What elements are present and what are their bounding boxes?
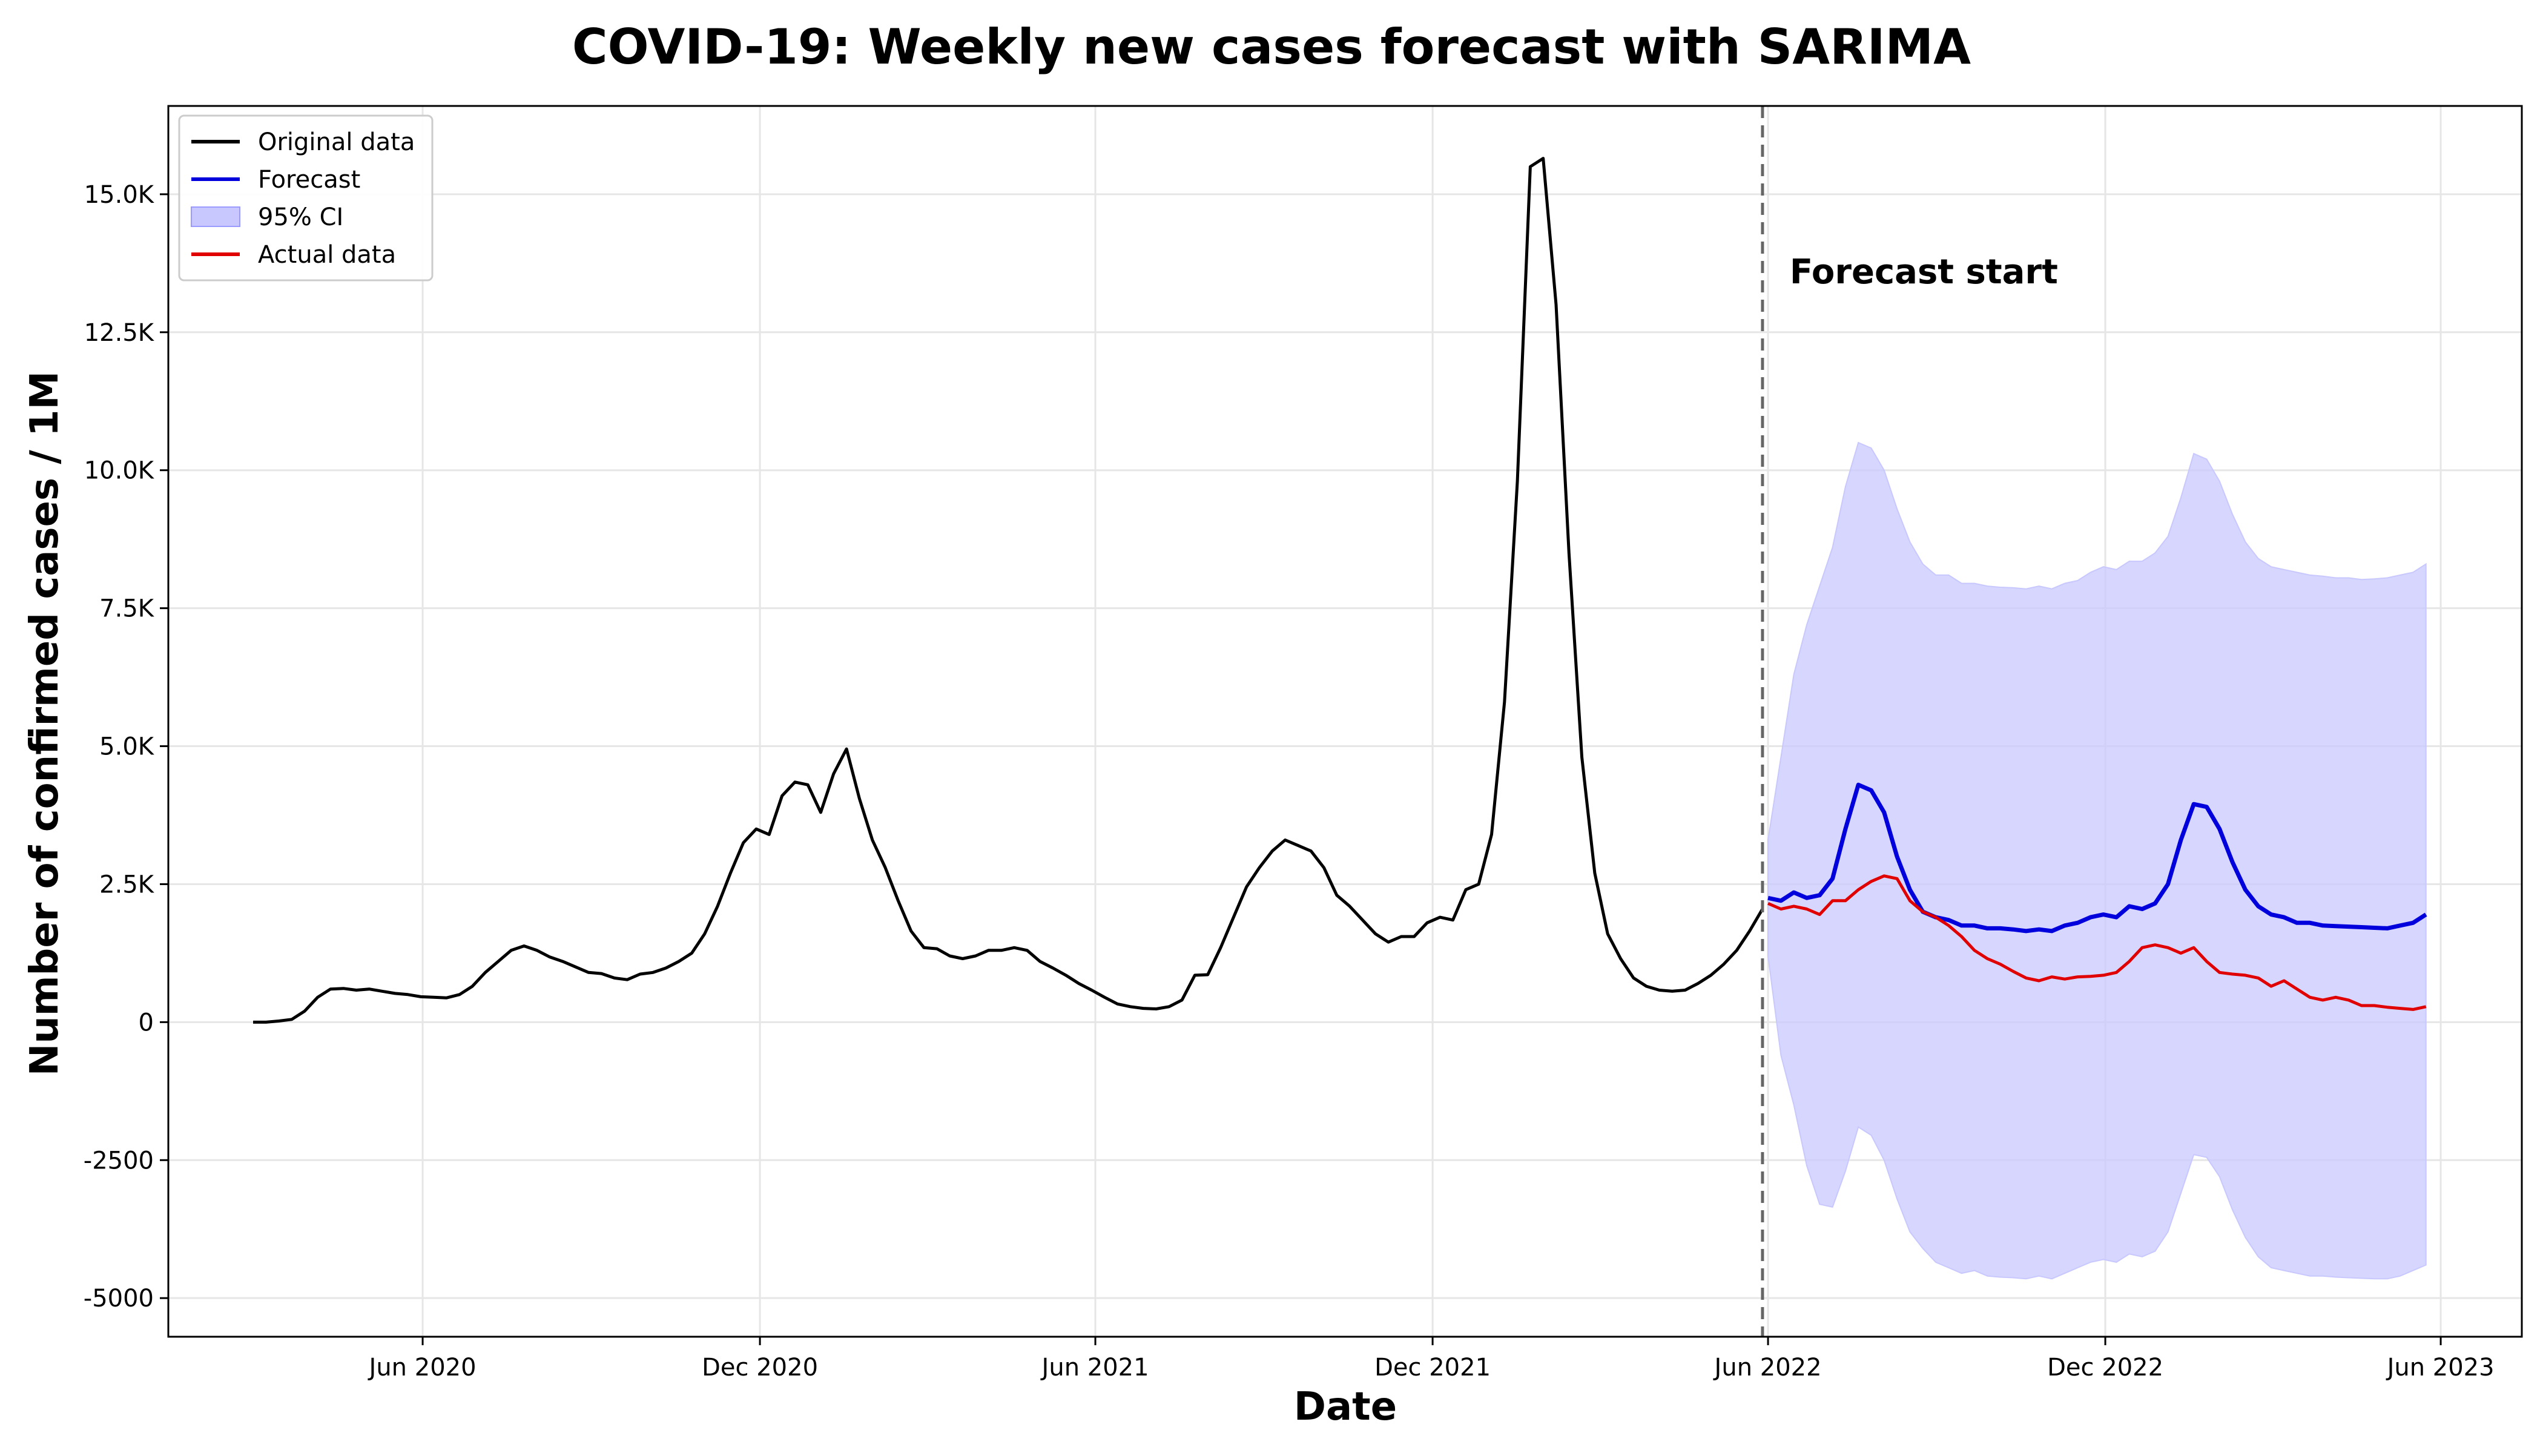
y-tick-label: 15.0K <box>84 181 155 209</box>
y-tick-label: 7.5K <box>99 595 155 623</box>
plot-frame <box>167 105 2523 1338</box>
x-tick-label: Jun 2023 <box>2386 1354 2495 1382</box>
x-tick-label: Dec 2022 <box>2047 1354 2163 1382</box>
ci-band-layer <box>1767 441 2427 1280</box>
x-axis-label: Date <box>1294 1385 1397 1429</box>
y-tick-label: 5.0K <box>99 733 155 761</box>
series-line-forecast <box>1767 782 2427 934</box>
legend-label: Original data <box>258 128 415 156</box>
legend-label: Forecast <box>258 166 360 194</box>
chart-title: COVID-19: Weekly new cases forecast with… <box>572 19 1971 75</box>
ci-band-95-ci <box>1767 441 2427 1280</box>
series-line-original-data <box>253 157 1764 1024</box>
y-tick-label: -5000 <box>84 1285 154 1313</box>
y-tick-label: -2500 <box>84 1147 154 1174</box>
y-axis-ticks: 15.0K 12.5K 10.0K 7.5K 5.0K 2.5K 0 -2500 -5000 <box>84 181 168 1313</box>
y-tick-label: 2.5K <box>99 871 155 898</box>
x-tick-label: Jun 2021 <box>1040 1354 1149 1382</box>
x-tick-label: Dec 2020 <box>702 1354 818 1382</box>
y-tick-label: 10.0K <box>84 457 155 485</box>
forecast-start-annotation: Forecast start <box>1790 252 2058 292</box>
series-lines <box>253 157 2427 1024</box>
y-axis-label: Number of confirmed cases / 1M <box>22 371 67 1076</box>
x-tick-label: Jun 2022 <box>1713 1354 1822 1382</box>
legend-box <box>178 114 434 282</box>
legend: Original data Forecast 95% CI Actual data <box>178 114 434 282</box>
y-tick-label: 12.5K <box>84 319 155 347</box>
y-tick-label: 0 <box>139 1009 154 1036</box>
x-axis-ticks: Jun 2020 Dec 2020 Jun 2021 Dec 2021 Jun 2022… <box>368 1337 2495 1382</box>
series-line-actual-data <box>1767 874 2427 1011</box>
legend-label: 95% CI <box>258 203 343 231</box>
legend-label: Actual data <box>258 241 396 269</box>
x-tick-label: Dec 2021 <box>1374 1354 1491 1382</box>
x-tick-label: Jun 2020 <box>368 1354 477 1382</box>
legend-swatch <box>191 206 240 227</box>
